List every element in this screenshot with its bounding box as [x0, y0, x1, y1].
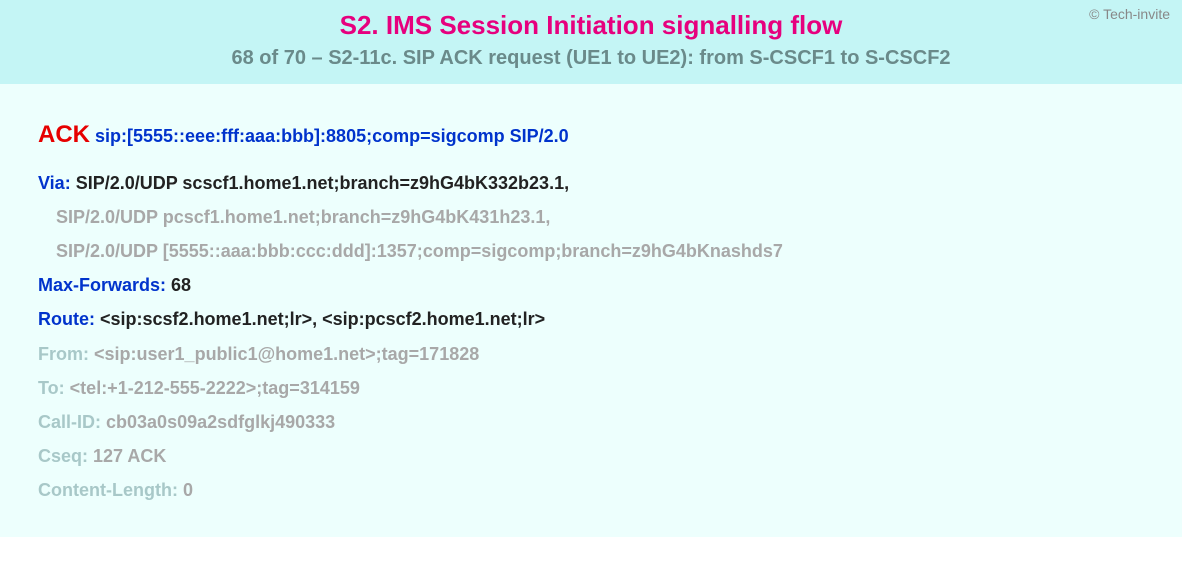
cseq-value: 127 ACK: [93, 446, 166, 466]
to-value: <tel:+1-212-555-2222>;tag=314159: [70, 378, 360, 398]
from-value: <sip:user1_public1@home1.net>;tag=171828: [94, 344, 479, 364]
sip-method: ACK: [38, 121, 90, 148]
request-line: ACK sip:[5555::eee:fff:aaa:bbb]:8805;com…: [38, 112, 1144, 158]
via-cont-1: SIP/2.0/UDP pcscf1.home1.net;branch=z9hG…: [38, 200, 1144, 234]
to-label: To:: [38, 378, 65, 398]
route-label: Route:: [38, 309, 95, 329]
from-label: From:: [38, 344, 89, 364]
route-line: Route: <sip:scsf2.home1.net;lr>, <sip:pc…: [38, 302, 1144, 336]
copyright-text: © Tech-invite: [1089, 6, 1170, 22]
page-subtitle: 68 of 70 – S2-11c. SIP ACK request (UE1 …: [0, 47, 1182, 70]
max-forwards-value: 68: [171, 275, 191, 295]
call-id-label: Call-ID:: [38, 412, 101, 432]
max-forwards-label: Max-Forwards:: [38, 275, 166, 295]
via-label: Via:: [38, 173, 71, 193]
page-container: © Tech-invite S2. IMS Session Initiation…: [0, 0, 1182, 537]
sip-message-panel: ACK sip:[5555::eee:fff:aaa:bbb]:8805;com…: [0, 84, 1182, 537]
page-title: S2. IMS Session Initiation signalling fl…: [0, 10, 1182, 41]
via-cont-2: SIP/2.0/UDP [5555::aaa:bbb:ccc:ddd]:1357…: [38, 234, 1144, 268]
content-length-line: Content-Length: 0: [38, 473, 1144, 507]
to-line: To: <tel:+1-212-555-2222>;tag=314159: [38, 371, 1144, 405]
request-uri: sip:[5555::eee:fff:aaa:bbb]:8805;comp=si…: [95, 126, 569, 146]
max-forwards-line: Max-Forwards: 68: [38, 268, 1144, 302]
via-value-2: SIP/2.0/UDP pcscf1.home1.net;branch=z9hG…: [56, 207, 550, 227]
cseq-line: Cseq: 127 ACK: [38, 439, 1144, 473]
via-value-3: SIP/2.0/UDP [5555::aaa:bbb:ccc:ddd]:1357…: [56, 241, 783, 261]
call-id-line: Call-ID: cb03a0s09a2sdfglkj490333: [38, 405, 1144, 439]
cseq-label: Cseq:: [38, 446, 88, 466]
header-banner: © Tech-invite S2. IMS Session Initiation…: [0, 0, 1182, 84]
content-length-label: Content-Length:: [38, 480, 178, 500]
from-line: From: <sip:user1_public1@home1.net>;tag=…: [38, 337, 1144, 371]
call-id-value: cb03a0s09a2sdfglkj490333: [106, 412, 335, 432]
via-header-line: Via: SIP/2.0/UDP scscf1.home1.net;branch…: [38, 166, 1144, 200]
content-length-value: 0: [183, 480, 193, 500]
route-value: <sip:scsf2.home1.net;lr>, <sip:pcscf2.ho…: [100, 309, 545, 329]
via-value-1: SIP/2.0/UDP scscf1.home1.net;branch=z9hG…: [76, 173, 569, 193]
